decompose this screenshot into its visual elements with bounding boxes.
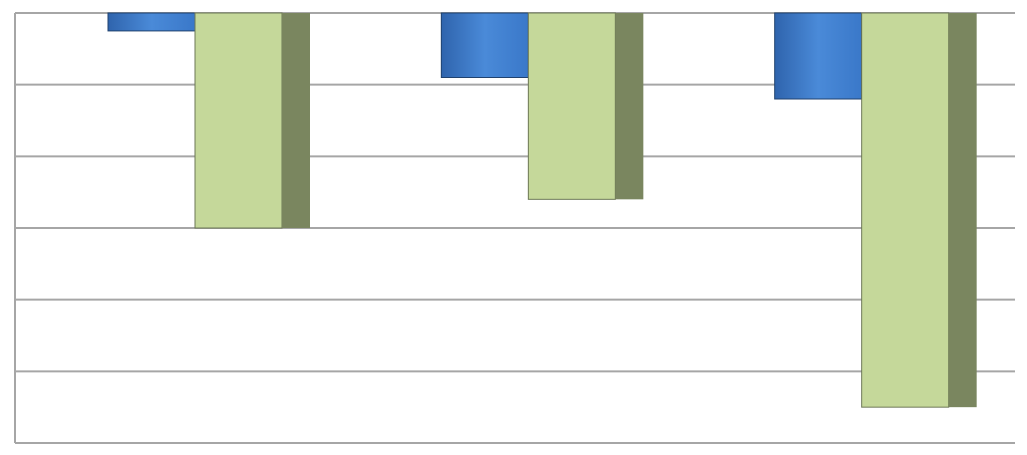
bar-side — [615, 13, 644, 200]
bar-front — [440, 12, 529, 78]
bar-side — [948, 13, 977, 408]
bar-front — [107, 12, 196, 32]
bar — [527, 12, 644, 200]
bar-front — [527, 12, 616, 200]
bar-front — [194, 12, 283, 229]
bar — [194, 12, 310, 229]
bar-side — [282, 13, 310, 228]
bar-front — [861, 12, 950, 408]
bar — [774, 12, 863, 100]
bar — [440, 12, 529, 78]
bar-front — [774, 12, 863, 100]
bar — [107, 12, 196, 32]
bar — [861, 12, 977, 408]
